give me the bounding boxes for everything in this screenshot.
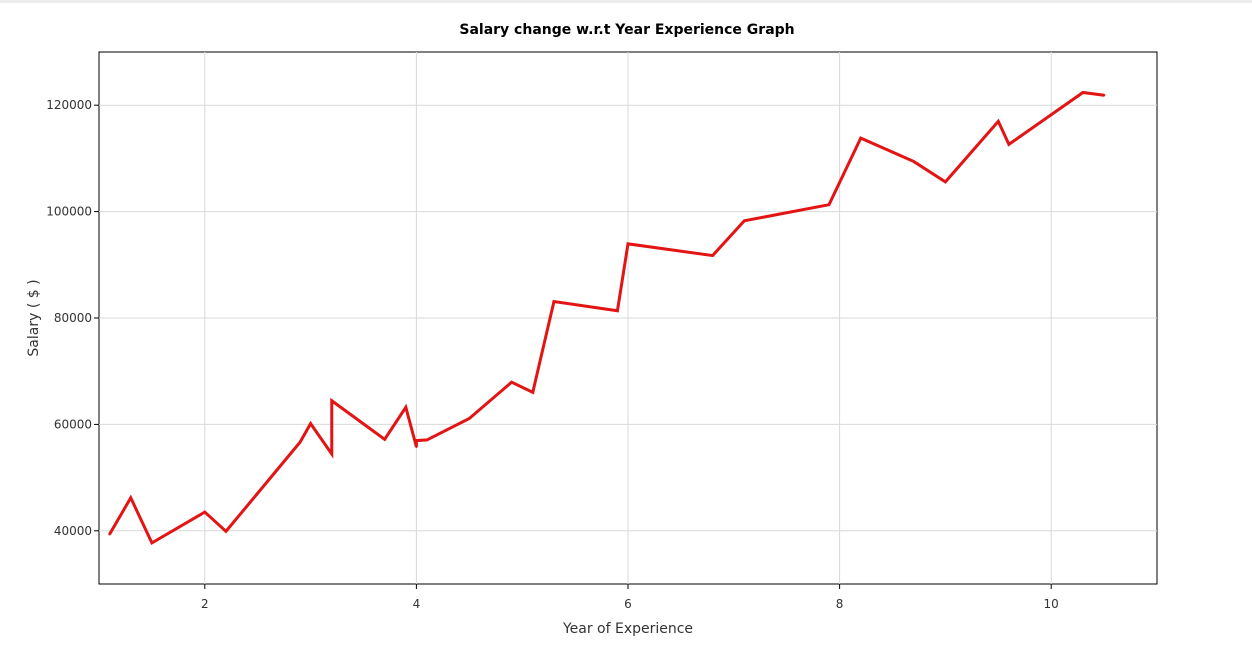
data-point (859, 136, 862, 140)
data-point (108, 533, 111, 536)
data-point (425, 438, 429, 442)
data-point (531, 391, 534, 394)
data-point (309, 422, 312, 425)
data-point (1081, 91, 1085, 94)
data-point (944, 180, 947, 184)
tick-layer: 2 4 6 8 10 40000 60000 80000 100000 120000 (46, 98, 1059, 611)
data-point (383, 438, 386, 441)
data-point (129, 496, 132, 499)
data-point (997, 120, 1000, 123)
data-point (743, 219, 746, 222)
data-point (330, 452, 333, 456)
data-point (1102, 94, 1106, 97)
data-point (298, 441, 302, 444)
salary-series-line (108, 90, 1105, 545)
data-point (827, 203, 831, 206)
y-tick-label: 80000 (54, 311, 92, 325)
data-point (150, 541, 154, 545)
y-tick-label: 60000 (54, 417, 92, 431)
x-axis-label: Year of Experience (562, 621, 693, 637)
data-point (468, 417, 471, 420)
data-point (415, 439, 418, 442)
x-tick-label: 10 (1044, 597, 1059, 611)
y-tick-label: 100000 (46, 205, 92, 219)
data-point (224, 530, 228, 533)
chart-title: Salary change w.r.t Year Experience Grap… (459, 22, 794, 38)
y-tick-label: 40000 (54, 524, 92, 538)
data-point (330, 399, 333, 402)
x-tick-label: 6 (624, 597, 632, 611)
y-tick-label: 120000 (46, 98, 92, 112)
data-point (510, 380, 513, 384)
data-point (1007, 143, 1011, 146)
x-tick-label: 8 (836, 597, 844, 611)
series-layer (108, 90, 1106, 545)
data-point (415, 445, 418, 448)
data-point (203, 510, 206, 514)
x-tick-label: 2 (201, 597, 209, 611)
data-point (626, 242, 630, 246)
data-point (616, 309, 619, 312)
window-top-strip (0, 0, 1252, 3)
grid-layer (99, 52, 1157, 584)
y-axis-label: Salary ( $ ) (26, 279, 42, 356)
x-tick-label: 4 (413, 597, 421, 611)
data-point (912, 160, 915, 163)
data-point (552, 300, 556, 303)
data-point (711, 254, 714, 257)
data-point (404, 406, 408, 409)
